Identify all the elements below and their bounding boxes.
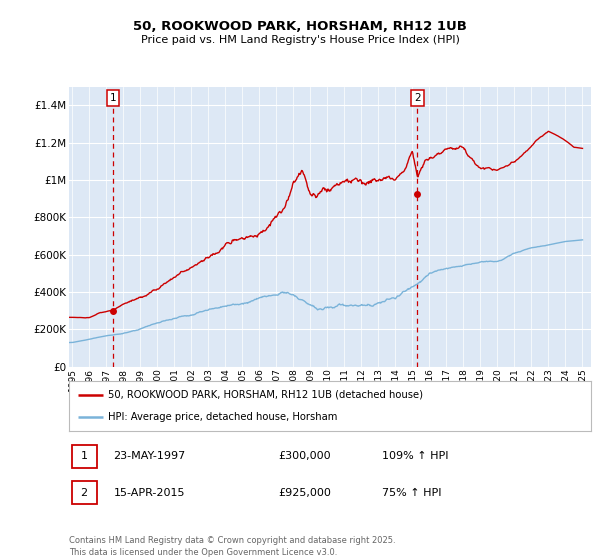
Text: 2: 2 xyxy=(414,93,421,103)
Text: 75% ↑ HPI: 75% ↑ HPI xyxy=(382,488,442,497)
Text: £925,000: £925,000 xyxy=(278,488,331,497)
Text: Contains HM Land Registry data © Crown copyright and database right 2025.
This d: Contains HM Land Registry data © Crown c… xyxy=(69,536,395,557)
Text: 23-MAY-1997: 23-MAY-1997 xyxy=(113,451,185,461)
Text: 2: 2 xyxy=(80,488,88,497)
Text: 1: 1 xyxy=(110,93,116,103)
Text: 50, ROOKWOOD PARK, HORSHAM, RH12 1UB (detached house): 50, ROOKWOOD PARK, HORSHAM, RH12 1UB (de… xyxy=(108,390,423,400)
Text: 1: 1 xyxy=(80,451,88,461)
Text: HPI: Average price, detached house, Horsham: HPI: Average price, detached house, Hors… xyxy=(108,412,338,422)
Text: 50, ROOKWOOD PARK, HORSHAM, RH12 1UB: 50, ROOKWOOD PARK, HORSHAM, RH12 1UB xyxy=(133,20,467,32)
Bar xyxy=(71,481,97,504)
Text: 109% ↑ HPI: 109% ↑ HPI xyxy=(382,451,449,461)
Bar xyxy=(71,445,97,468)
Text: £300,000: £300,000 xyxy=(278,451,331,461)
Text: Price paid vs. HM Land Registry's House Price Index (HPI): Price paid vs. HM Land Registry's House … xyxy=(140,35,460,45)
Text: 15-APR-2015: 15-APR-2015 xyxy=(113,488,185,497)
